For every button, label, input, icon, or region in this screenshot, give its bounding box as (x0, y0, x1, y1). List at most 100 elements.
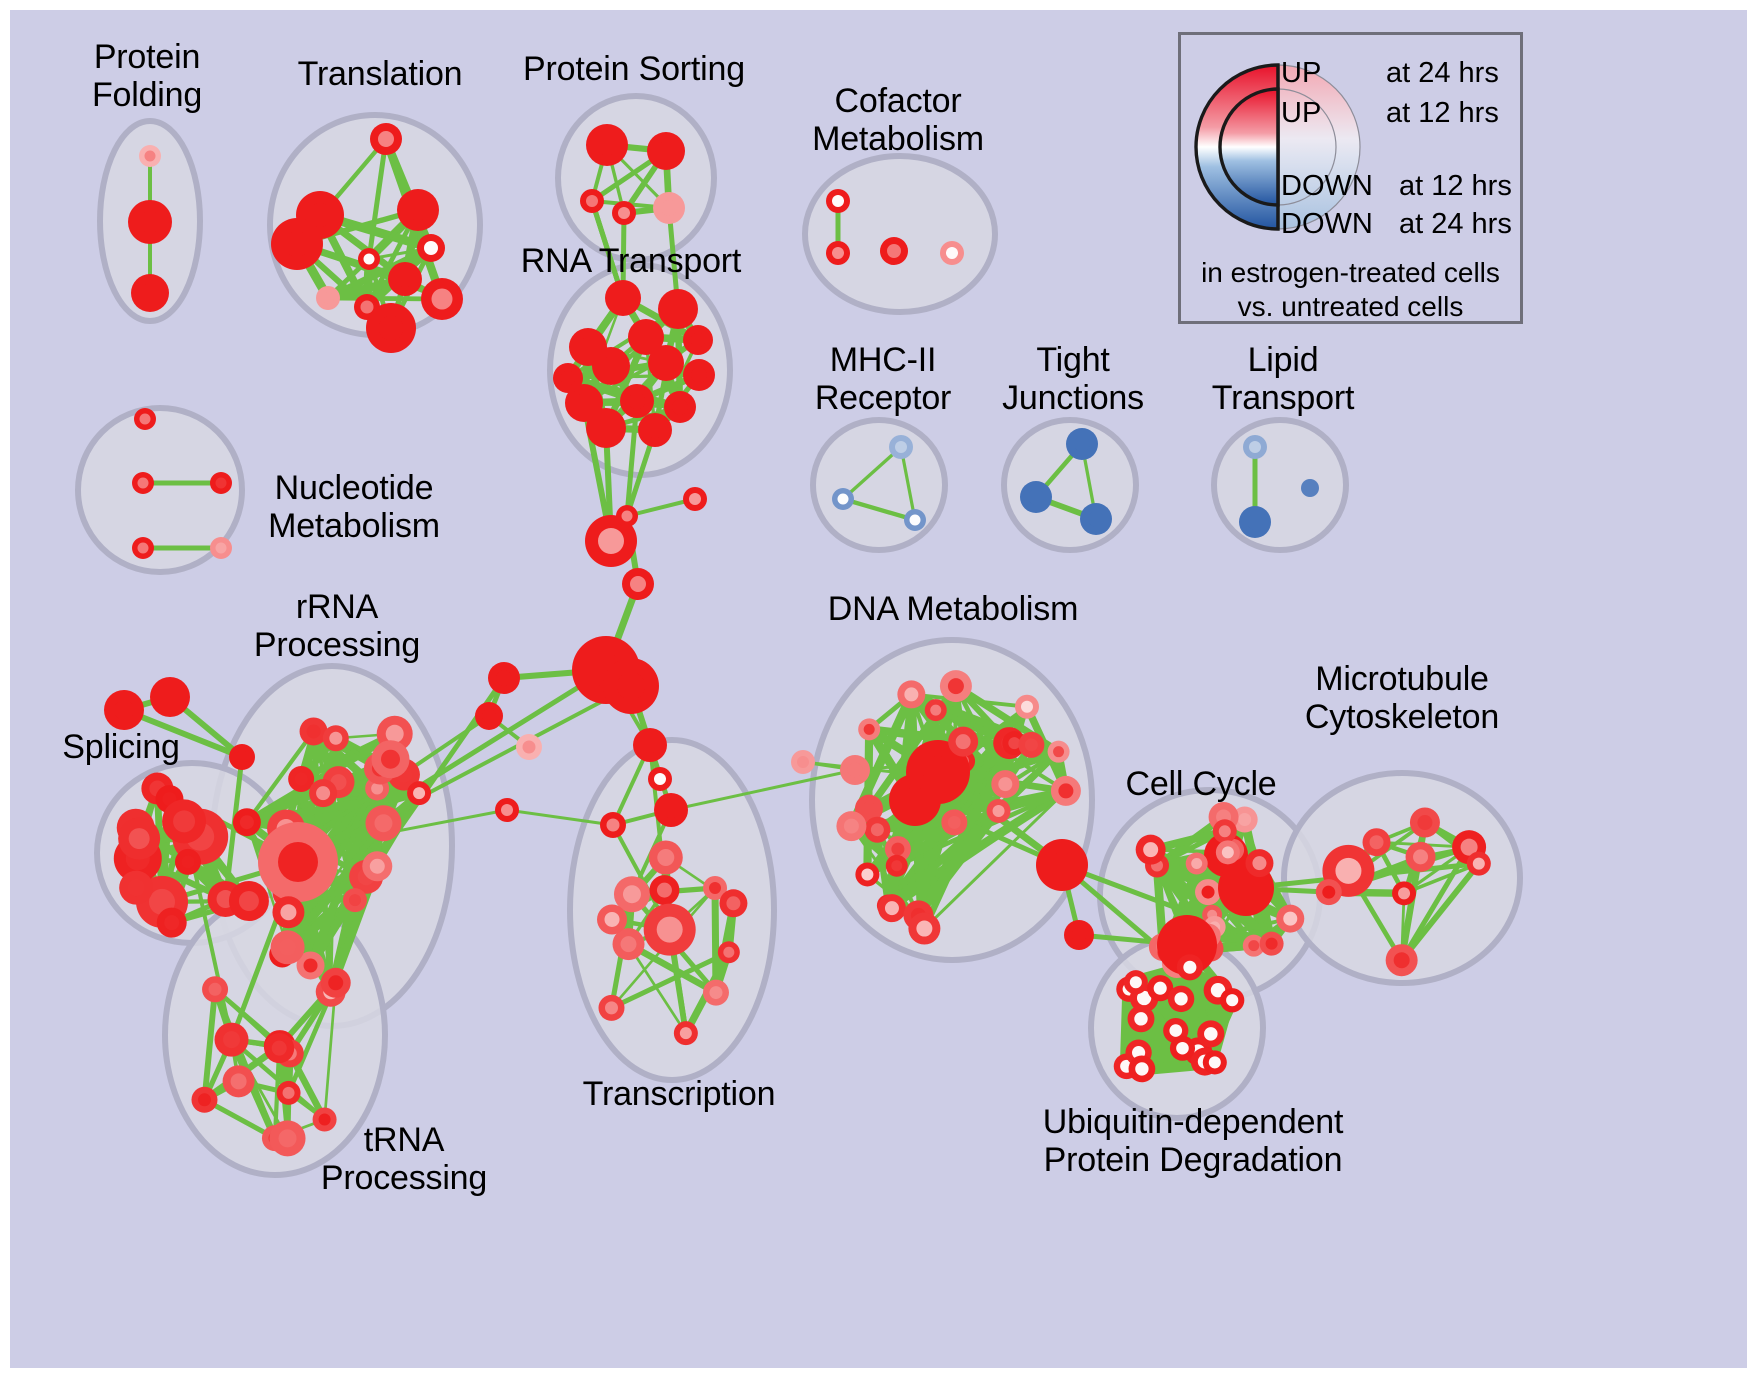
dna-metabolism-node-20-inner-12h (1024, 738, 1038, 752)
rrna-processing-node-20-inner-12h (279, 938, 297, 956)
protein-sorting-node-2-inner-12h (586, 195, 598, 207)
translation-node-9-inner-12h (431, 288, 453, 310)
trna-processing-node-0-inner-12h (328, 975, 344, 991)
rrna-processing-node-21-inner-12h (239, 815, 254, 830)
trna-processing-node-3-inner-12h (282, 1086, 295, 1099)
bridge-node-10-inner-12h (641, 736, 659, 754)
dna-metabolism-node-24-inner-12h (916, 920, 933, 937)
network-edge (922, 789, 1068, 931)
translation-node-0-inner-12h (378, 131, 394, 147)
bridge-node-17-inner-12h (1071, 927, 1087, 943)
dna-metabolism-node-12-inner-12h (843, 818, 859, 834)
dna-metabolism-node-16-inner-12h (947, 815, 961, 829)
cluster-label-microtubule-cytoskeleton: Microtubule Cytoskeleton (1304, 660, 1500, 736)
cluster-label-nucleotide-metabolism: Nucleotide Metabolism (268, 469, 440, 545)
legend-state-0: UP (1281, 57, 1322, 89)
cell-cycle-node-18-inner-12h (1252, 856, 1267, 871)
microtubule-cytoskeleton-node-8-inner-12h (1417, 815, 1433, 831)
cell-cycle-node-12-inner-12h (1283, 911, 1298, 926)
cell-cycle-node-23-inner-12h (1191, 857, 1203, 869)
transcription-node-1-inner-12h (604, 1001, 618, 1015)
translation-node-2-inner-12h (284, 231, 310, 257)
cluster-label-rrna-processing: rRNA Processing (253, 588, 421, 664)
ubiquitin-degradation-node-9-inner-12h (1134, 1012, 1148, 1026)
trna-processing-node-8-inner-12h (318, 1113, 331, 1126)
network-edge (995, 748, 1062, 815)
network-canvas: UP at 24 hrs UP at 12 hrs DOWN at 12 hrs… (10, 10, 1747, 1368)
cell-cycle-node-17-inner-12h (1218, 825, 1231, 838)
mhc-ii-receptor-node-0-inner-12h (895, 441, 907, 453)
transcription-node-8-inner-12h (709, 882, 722, 895)
rrna-processing-node-17-inner-12h (374, 814, 393, 833)
bridge-node-1-inner-12h (621, 510, 633, 522)
translation-node-6-inner-12h (396, 270, 414, 288)
rrna-processing-node-12-inner-12h (278, 842, 318, 882)
translation-node-3-inner-12h (407, 199, 429, 221)
cluster-label-tight-junctions: Tight Junctions (1002, 341, 1144, 417)
protein-folding-node-0-inner-12h (144, 150, 156, 162)
network-graph (75, 93, 1523, 1178)
bridge-node-15-inner-12h (847, 762, 863, 778)
lipid-transport-node-0-inner-12h (1249, 441, 1261, 453)
dna-metabolism-node-26-inner-12h (955, 734, 971, 750)
rrna-processing-node-10-inner-12h (294, 772, 308, 786)
cluster-label-translation: Translation (297, 55, 463, 93)
transcription-node-3-inner-12h (679, 1027, 692, 1040)
transcription-node-11-inner-12h (604, 911, 620, 927)
rrna-processing-node-14-inner-12h (316, 786, 331, 801)
cluster-label-rna-transport: RNA Transport (520, 242, 742, 280)
bridge-node-20-inner-12h (235, 750, 249, 764)
nucleotide-metabolism-node-2-inner-12h (215, 477, 227, 489)
cluster-halo-nucleotide-metabolism (75, 405, 245, 575)
transcription-node-2-inner-12h (622, 885, 641, 904)
cofactor-metabolism-node-2-inner-12h (887, 244, 901, 258)
network-edge (230, 1038, 289, 1140)
cell-cycle-node-16-inner-12h (1232, 874, 1260, 902)
rna-transport-node-5-inner-12h (657, 354, 675, 372)
dna-metabolism-node-18-inner-12h (1008, 737, 1021, 750)
splicing-node-3-inner-12h (238, 891, 259, 912)
translation-node-1-inner-12h (308, 203, 332, 227)
protein-sorting-node-3-inner-12h (618, 207, 630, 219)
rna-transport-node-7-inner-12h (574, 393, 594, 413)
cluster-label-transcription: Transcription (582, 1075, 776, 1113)
legend-time-3: at 24 hrs (1399, 208, 1512, 240)
dna-metabolism-node-8-inner-12h (861, 801, 876, 816)
bridge-node-11-inner-12h (654, 773, 666, 785)
network-edge (366, 136, 389, 262)
bridge-node-7-inner-12h (482, 709, 496, 723)
dna-metabolism-node-10-inner-12h (902, 787, 928, 813)
cell-cycle-node-20-inner-12h (1172, 930, 1202, 960)
cluster-label-trna-processing: tRNA Processing (320, 1121, 488, 1197)
microtubule-cytoskeleton-node-7-inner-12h (1398, 887, 1411, 900)
translation-node-7-inner-12h (322, 292, 334, 304)
dna-metabolism-node-0-inner-12h (998, 777, 1013, 792)
protein-sorting-node-4-inner-12h (661, 200, 677, 216)
ubiquitin-degradation-node-0-inner-12h (1210, 983, 1226, 998)
nucleotide-metabolism-node-3-inner-12h (137, 542, 149, 554)
trna-processing-node-7-inner-12h (278, 1129, 297, 1148)
bridge-node-5-inner-12h (617, 672, 645, 700)
bridge-node-6-inner-12h (496, 670, 512, 686)
cell-cycle-node-14-inner-12h (1201, 885, 1215, 899)
bridge-node-3-inner-12h (630, 576, 646, 592)
rrna-processing-node-6-inner-12h (348, 894, 361, 907)
bridge-node-8-inner-12h (522, 740, 536, 754)
protein-sorting-node-0-inner-12h (596, 134, 618, 156)
microtubule-cytoskeleton-node-3-inner-12h (1335, 857, 1362, 884)
tight-junctions-node-0-inner-12h (1074, 436, 1090, 452)
inter-cluster-edge (669, 768, 857, 812)
ubiquitin-degradation-node-4-inner-12h (1226, 994, 1239, 1007)
rrna-processing-node-4-inner-12h (385, 724, 404, 743)
translation-node-8-inner-12h (360, 300, 374, 314)
dna-metabolism-node-7-inner-12h (1020, 700, 1033, 713)
cluster-halo-mhc-ii-receptor (810, 417, 948, 553)
inter-cluster-edge (505, 808, 615, 827)
cell-cycle-node-0-inner-12h (1238, 812, 1252, 826)
bridge-node-12-inner-12h (606, 818, 620, 832)
ubiquitin-degradation-node-17-inner-12h (1176, 1041, 1189, 1055)
ubiquitin-degradation-node-8-inner-12h (1169, 1024, 1183, 1037)
trna-processing-node-6-inner-12h (197, 1093, 211, 1107)
inter-cluster-edge (295, 667, 609, 865)
rrna-processing-node-8-inner-12h (303, 958, 318, 973)
